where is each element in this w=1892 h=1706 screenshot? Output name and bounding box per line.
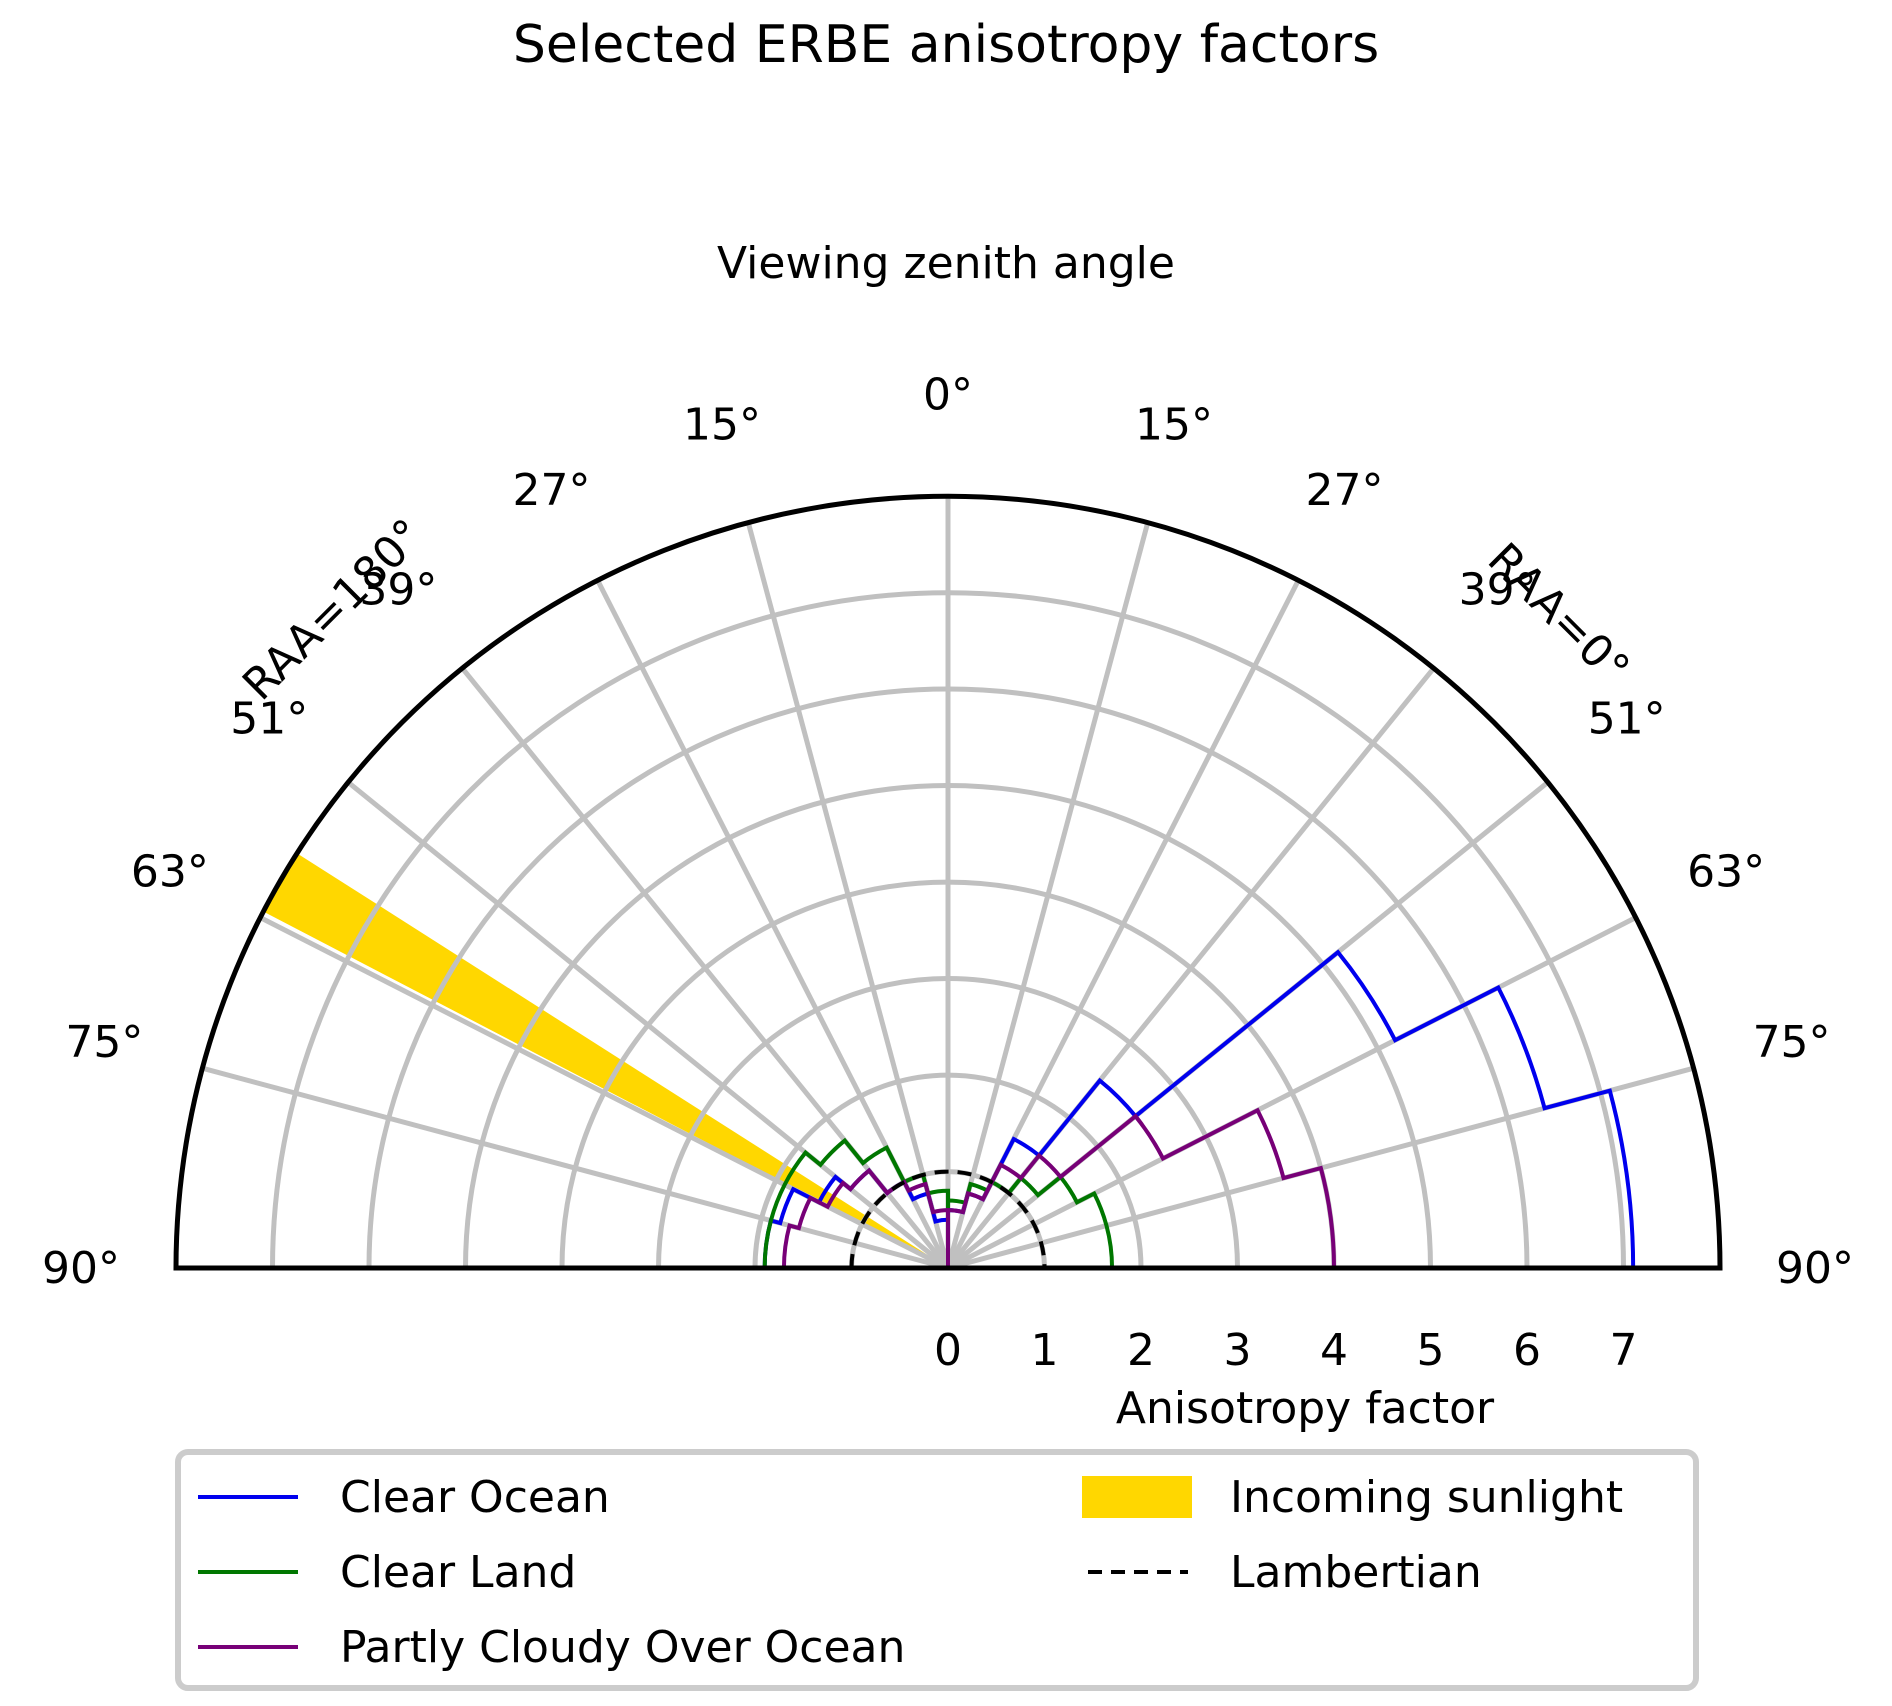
legend-frame	[175, 1449, 1699, 1691]
zenith-tick-label: 51°	[1588, 693, 1666, 744]
legend-label-lambertian: Lambertian	[1230, 1547, 1482, 1598]
legend-label-clear-ocean: Clear Ocean	[340, 1472, 610, 1523]
zenith-tick-label: 63°	[131, 847, 209, 898]
radial-tick-label: 7	[1610, 1325, 1638, 1376]
radial-tick-label: 2	[1127, 1325, 1155, 1376]
radial-tick-label: 6	[1513, 1325, 1541, 1376]
zenith-tick-label: 39°	[359, 564, 437, 615]
radial-tick-label: 4	[1320, 1325, 1348, 1376]
zenith-tick-label: 75°	[1753, 1017, 1831, 1068]
zenith-tick-label: 15°	[683, 399, 761, 450]
zenith-tick-label: 75°	[65, 1017, 143, 1068]
series-line-2-raa0	[946, 1107, 1336, 1269]
legend-label-incoming-sunlight: Incoming sunlight	[1230, 1472, 1623, 1523]
zenith-tick-label: 39°	[1459, 564, 1537, 615]
grid-spoke	[460, 666, 950, 1270]
legend-swatch-incoming-sunlight	[1082, 1476, 1192, 1518]
legend-label-partly-cloudy: Partly Cloudy Over Ocean	[340, 1622, 905, 1673]
radial-tick-label: 0	[934, 1325, 962, 1376]
frame-layer	[173, 493, 1723, 1271]
plot-frame	[173, 493, 1723, 1271]
incoming-sunlight-wedge	[263, 853, 949, 1268]
grid-spoke	[945, 521, 1151, 1269]
radial-tick-label: 1	[1031, 1325, 1059, 1376]
radial-tick-label: 5	[1417, 1325, 1445, 1376]
series-line-2-raa180	[781, 1167, 950, 1269]
zenith-tick-label: 90°	[1776, 1243, 1854, 1294]
grid-spoke	[259, 915, 950, 1271]
zenith-tick-label: 90°	[42, 1243, 120, 1294]
angle-axis-label: Viewing zenith angle	[717, 238, 1175, 289]
grid-spoke	[201, 1065, 949, 1271]
zenith-tick-label: 15°	[1135, 399, 1213, 450]
radial-tick-label: 3	[1224, 1325, 1252, 1376]
grid-spoke	[346, 780, 950, 1270]
lambertian-line	[849, 1169, 1047, 1269]
zenith-tick-label: 51°	[230, 693, 308, 744]
radial-axis-label: Anisotropy factor	[1116, 1383, 1495, 1434]
zenith-tick-label: 63°	[1687, 847, 1765, 898]
zenith-tick-label: 27°	[513, 465, 591, 516]
grid-spoke	[946, 915, 1637, 1271]
chart-title: Selected ERBE anisotropy factors	[513, 15, 1379, 75]
zenith-tick-label: 27°	[1305, 465, 1383, 516]
grid-spoke	[745, 521, 951, 1269]
legend-label-clear-land: Clear Land	[340, 1547, 576, 1598]
sunlight-wedge-layer	[263, 853, 949, 1268]
zenith-tick-label: 0°	[923, 370, 973, 421]
series-layer	[762, 949, 1636, 1269]
series-line-1-raa0	[946, 1174, 1115, 1269]
legend: Clear Ocean Clear Land Partly Cloudy Ove…	[175, 1449, 1699, 1691]
